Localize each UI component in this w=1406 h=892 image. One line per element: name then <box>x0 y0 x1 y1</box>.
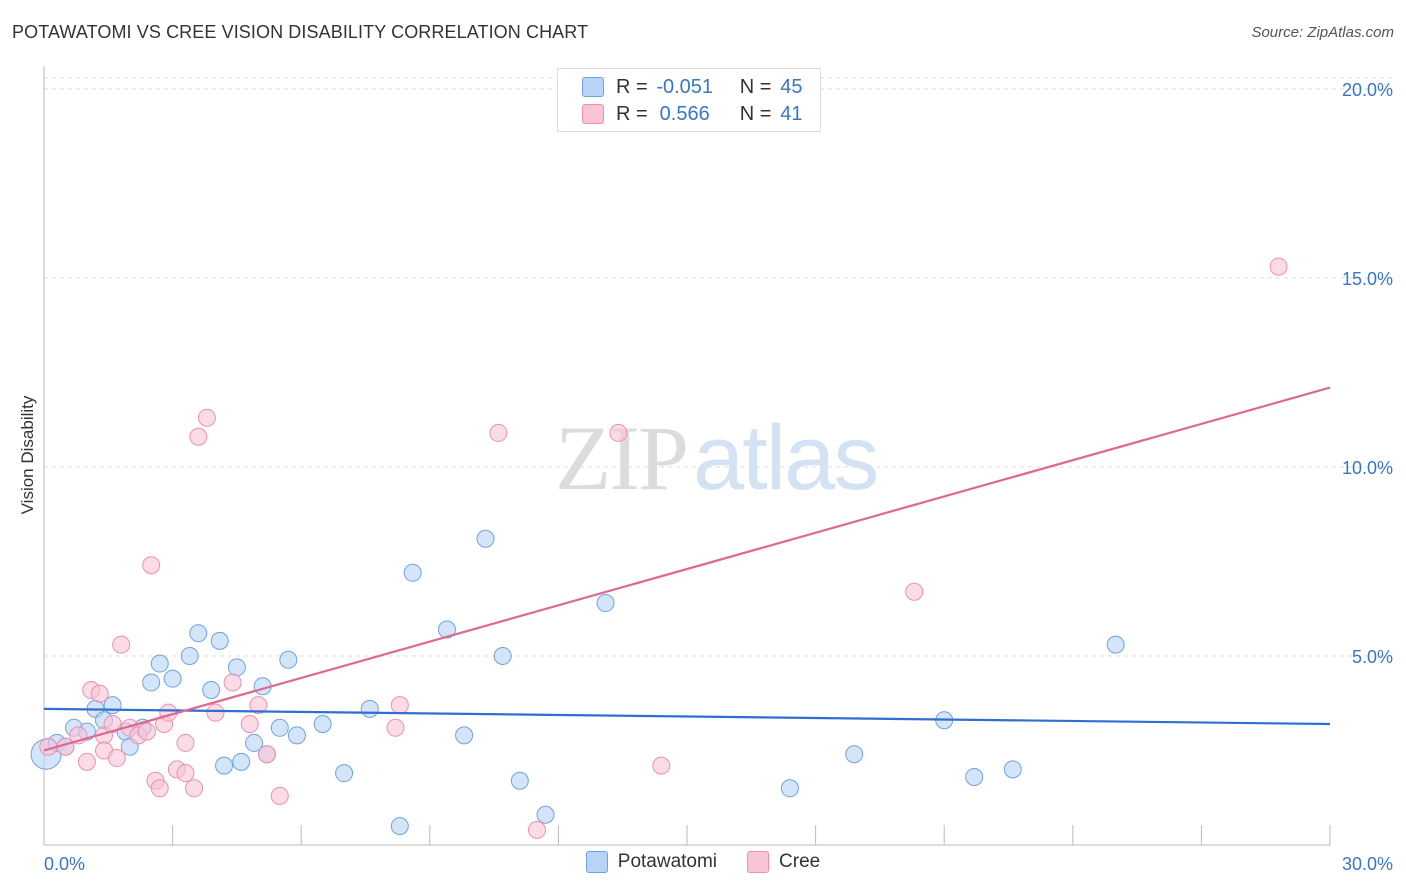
data-point-cree <box>386 718 405 737</box>
data-point-potawatomi <box>390 817 409 836</box>
legend-row-potawatomi: R = -0.051 N = 45 <box>582 75 811 99</box>
legend-swatch-cree <box>747 851 770 873</box>
legend-r-label: R = <box>616 75 648 98</box>
chart-title: POTAWATOMI VS CREE VISION DISABILITY COR… <box>12 22 589 42</box>
source-credit: Source: ZipAtlas.com <box>1251 24 1394 41</box>
data-point-potawatomi <box>780 779 799 798</box>
data-point-potawatomi <box>455 726 474 745</box>
x-tick-label: 0.0% <box>44 854 85 874</box>
legend-r-value-cree: 0.566 <box>659 102 710 125</box>
data-point-potawatomi <box>270 718 289 737</box>
data-point-cree <box>249 696 268 715</box>
data-point-potawatomi <box>965 767 984 786</box>
series-legend: Potawatomi Cree <box>0 851 1406 873</box>
y-tick-label: 20.0% <box>1342 80 1393 100</box>
data-point-cree <box>527 820 546 839</box>
legend-swatch-potawatomi <box>582 77 604 97</box>
data-point-potawatomi <box>210 631 229 650</box>
data-point-cree <box>137 722 156 741</box>
data-point-cree <box>150 779 169 798</box>
data-point-cree <box>609 423 628 442</box>
data-point-potawatomi <box>142 673 161 692</box>
data-point-cree <box>112 635 131 654</box>
y-tick-label: 10.0% <box>1342 458 1393 478</box>
data-point-cree <box>176 764 195 783</box>
data-point-cree <box>77 752 96 771</box>
data-point-potawatomi <box>335 764 354 783</box>
data-point-potawatomi <box>476 529 495 548</box>
correlation-legend: R = -0.051 N = 45 R = 0.566 N = 41 <box>557 68 821 132</box>
data-point-cree <box>176 733 195 752</box>
data-point-potawatomi <box>189 624 208 643</box>
data-point-potawatomi <box>403 563 422 582</box>
data-point-potawatomi <box>150 654 169 673</box>
data-point-cree <box>142 556 161 575</box>
data-point-potawatomi <box>360 699 379 718</box>
data-point-cree <box>103 715 122 734</box>
data-point-cree <box>90 684 109 703</box>
legend-item-potawatomi: Potawatomi <box>585 851 718 873</box>
trend-line-cree <box>43 386 1331 752</box>
data-point-potawatomi <box>245 733 264 752</box>
data-point-potawatomi <box>536 805 555 824</box>
data-point-potawatomi <box>1106 635 1125 654</box>
data-point-cree <box>489 423 508 442</box>
data-point-cree <box>390 696 409 715</box>
data-point-potawatomi <box>163 669 182 688</box>
legend-r-value-potawatomi: -0.051 <box>656 75 714 98</box>
data-point-potawatomi <box>227 658 246 677</box>
legend-n-value-potawatomi: 45 <box>780 75 803 98</box>
data-point-potawatomi <box>510 771 529 790</box>
legend-label-cree: Cree <box>779 851 821 872</box>
data-point-cree <box>197 408 216 427</box>
trend-line-potawatomi <box>43 707 1331 726</box>
watermark: ZIPatlas <box>555 405 879 511</box>
legend-row-cree: R = 0.566 N = 41 <box>582 102 811 126</box>
data-point-cree <box>1269 257 1288 276</box>
data-point-potawatomi <box>215 756 234 775</box>
data-point-potawatomi <box>493 646 512 665</box>
x-tick-label: 30.0% <box>1342 854 1393 874</box>
legend-swatch-cree <box>582 104 604 124</box>
data-point-potawatomi <box>287 726 306 745</box>
data-point-cree <box>206 703 225 722</box>
legend-r-label: R = <box>616 102 648 125</box>
data-point-cree <box>240 715 259 734</box>
data-point-potawatomi <box>180 646 199 665</box>
y-tick-label: 5.0% <box>1352 647 1393 667</box>
data-point-cree <box>185 779 204 798</box>
data-point-potawatomi <box>232 752 251 771</box>
data-point-potawatomi <box>596 594 615 613</box>
watermark-zip: ZIP <box>555 407 689 509</box>
data-point-cree <box>905 582 924 601</box>
y-tick-label: 15.0% <box>1342 269 1393 289</box>
data-point-potawatomi <box>1003 760 1022 779</box>
legend-n-label: N = <box>739 102 772 125</box>
data-point-cree <box>189 427 208 446</box>
legend-item-cree: Cree <box>747 851 820 873</box>
data-point-cree <box>223 673 242 692</box>
data-point-cree <box>257 745 276 764</box>
legend-n-value-cree: 41 <box>780 102 803 125</box>
legend-label-potawatomi: Potawatomi <box>617 851 718 872</box>
data-point-cree <box>652 756 671 775</box>
data-point-potawatomi <box>845 745 864 764</box>
data-point-potawatomi <box>202 681 221 699</box>
data-point-potawatomi <box>437 620 456 639</box>
data-point-potawatomi <box>279 650 298 669</box>
legend-n-label: N = <box>739 75 772 98</box>
data-point-potawatomi <box>313 715 332 734</box>
data-point-cree <box>107 749 126 768</box>
legend-swatch-potawatomi <box>585 851 608 873</box>
data-point-cree <box>270 786 289 805</box>
watermark-atlas: atlas <box>693 407 879 509</box>
